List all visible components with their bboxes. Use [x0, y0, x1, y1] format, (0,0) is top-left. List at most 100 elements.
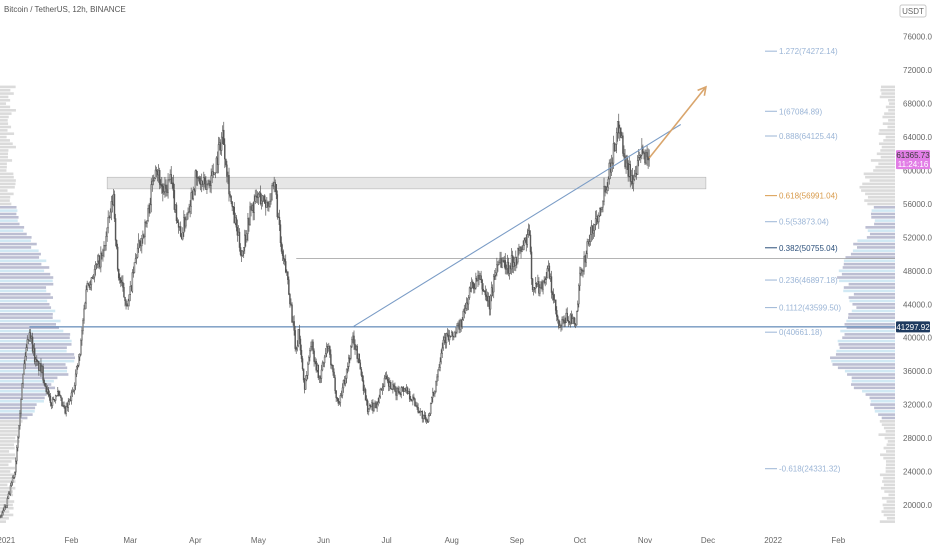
candle-body: [137, 240, 140, 249]
candle-body: [577, 303, 579, 312]
candle-body: [646, 152, 648, 158]
volume-bar: [842, 266, 895, 269]
candle-body: [302, 368, 305, 381]
candle-body: [611, 162, 614, 165]
x-tick-label: May: [251, 536, 266, 545]
y-tick-label: 64000.00: [903, 133, 932, 142]
volume-bar: [0, 142, 13, 146]
volume-bar: [852, 249, 895, 253]
candle-body: [103, 245, 105, 251]
fib-level-label: 0.888(64125.44): [779, 132, 838, 141]
volume-bar: [851, 376, 895, 380]
volume-bar: [0, 165, 7, 169]
candle-body: [645, 152, 647, 164]
candle-body: [56, 395, 58, 397]
volume-bar: [837, 339, 895, 343]
candle-body: [485, 294, 488, 297]
price-axis[interactable]: 20000.00 24000.00 28000.00 32000.00 36000.00…: [903, 33, 932, 510]
candle-body: [114, 218, 117, 241]
volume-bar: [0, 486, 16, 490]
volume-bar: [883, 139, 895, 142]
x-tick-label: 2021: [0, 536, 16, 545]
y-tick-label: 48000.00: [903, 267, 932, 276]
time-axis[interactable]: 2021 Feb Mar Apr May Jun Jul Aug Sep Oct Nov Dec 202…: [0, 536, 846, 545]
volume-bar: [885, 466, 895, 470]
volume-bar: [862, 389, 895, 393]
volume-bar: [887, 440, 895, 443]
currency-button[interactable]: USDT: [899, 4, 927, 18]
candle-body: [124, 296, 126, 302]
volume-bar: [861, 189, 895, 192]
candle-body: [122, 281, 124, 288]
candle-body: [72, 390, 75, 392]
volume-bar: [0, 473, 16, 477]
volume-bar: [0, 108, 16, 112]
candle-body: [61, 397, 63, 407]
candle-body: [74, 373, 77, 386]
volume-bar: [869, 396, 895, 400]
candle-body: [0, 515, 2, 517]
volume-bar: [0, 122, 9, 125]
candle-body: [438, 367, 440, 370]
candle-body: [36, 359, 38, 362]
volume-bar: [0, 152, 9, 156]
candle-body: [255, 195, 258, 198]
candle-body: [585, 253, 587, 263]
volume-bar: [0, 423, 21, 426]
volume-bar: [830, 356, 895, 360]
candle-body: [620, 127, 622, 138]
volume-bar: [883, 446, 895, 450]
volume-bar: [0, 506, 14, 510]
candle-body: [31, 336, 34, 352]
volume-bar: [0, 456, 17, 460]
volume-bar: [0, 463, 9, 467]
volume-bar: [0, 403, 37, 406]
volume-profile-left: [0, 85, 76, 523]
candle-body: [304, 379, 307, 390]
candle-body: [298, 329, 301, 340]
volume-bar: [0, 353, 75, 356]
candle-body: [392, 384, 394, 390]
volume-profile-right: [830, 85, 895, 523]
volume-bar: [878, 132, 895, 136]
candle-body: [102, 249, 104, 256]
volume-bar: [0, 440, 20, 443]
volume-bar: [0, 426, 20, 430]
volume-bar: [0, 219, 18, 222]
volume-bar: [873, 205, 895, 209]
volume-bar: [0, 282, 54, 286]
candle-body: [107, 217, 109, 229]
volume-bar: [881, 145, 895, 149]
candle-body: [78, 356, 80, 366]
candle-body: [353, 335, 355, 345]
volume-bar: [874, 219, 895, 222]
y-tick-label: 60000.00: [903, 166, 932, 175]
volume-bar: [886, 450, 895, 453]
candle-body: [339, 395, 342, 403]
candle-body: [592, 230, 595, 234]
candle-body: [182, 232, 184, 240]
candle-body: [468, 287, 471, 298]
candle-body: [153, 177, 156, 181]
volume-bar: [0, 102, 7, 105]
candle-body: [583, 256, 585, 272]
candle-body: [135, 256, 138, 259]
candle-body: [639, 155, 641, 158]
candle-body: [16, 447, 18, 462]
volume-bar: [0, 453, 16, 457]
volume-bar: [0, 232, 27, 236]
candle-body: [288, 279, 290, 295]
volume-bar: [0, 483, 8, 487]
candle-body: [640, 154, 642, 157]
volume-bar: [885, 105, 895, 109]
volume-bar: [0, 493, 14, 497]
resistance-zone[interactable]: [106, 176, 707, 190]
candle-body: [324, 353, 327, 358]
x-tick-label: Aug: [445, 536, 459, 545]
candle-body: [561, 319, 563, 326]
projection-arrow[interactable]: [648, 85, 707, 159]
candle-body: [480, 275, 482, 281]
trendline[interactable]: [352, 124, 681, 328]
candle-body: [397, 387, 399, 392]
